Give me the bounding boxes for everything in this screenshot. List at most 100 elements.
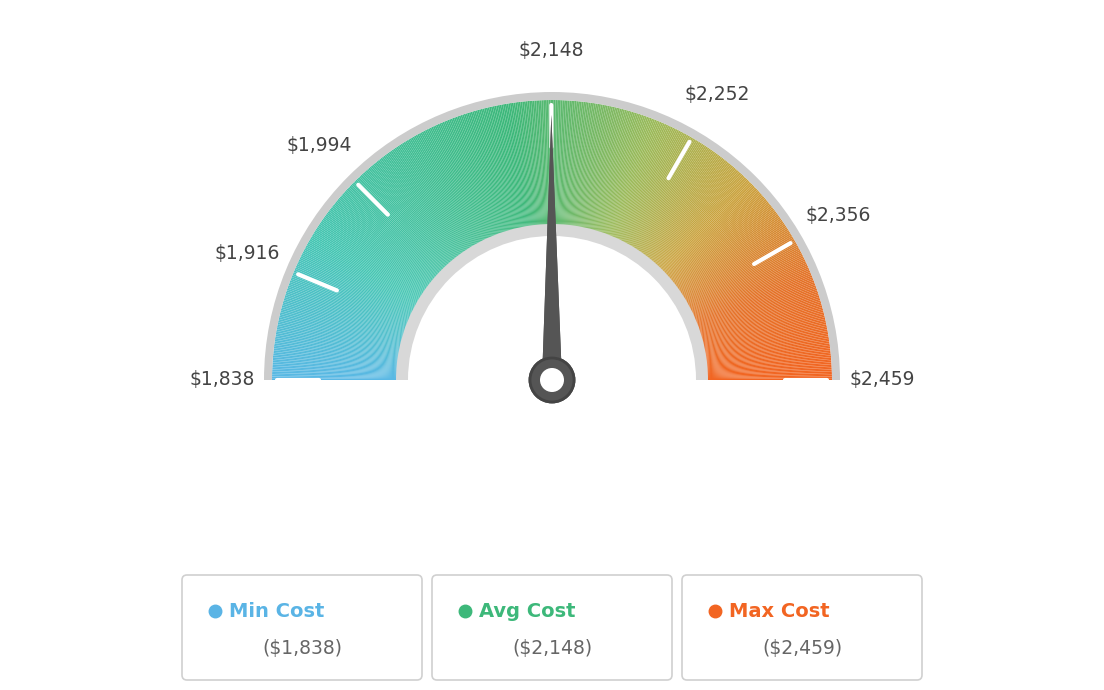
Wedge shape <box>620 131 682 247</box>
Wedge shape <box>552 100 554 230</box>
Wedge shape <box>425 130 485 246</box>
Wedge shape <box>645 160 726 263</box>
Wedge shape <box>282 307 407 342</box>
Wedge shape <box>681 237 794 304</box>
Text: $2,148: $2,148 <box>519 41 584 59</box>
Wedge shape <box>651 170 739 268</box>
Wedge shape <box>342 193 440 281</box>
Wedge shape <box>657 179 749 273</box>
Wedge shape <box>365 170 453 268</box>
Text: Min Cost: Min Cost <box>229 602 325 621</box>
Wedge shape <box>280 312 406 344</box>
Wedge shape <box>702 362 831 371</box>
Wedge shape <box>323 217 431 293</box>
FancyBboxPatch shape <box>432 575 672 680</box>
Polygon shape <box>542 115 562 380</box>
Text: ($2,148): ($2,148) <box>512 639 592 658</box>
Wedge shape <box>611 122 664 242</box>
Wedge shape <box>607 119 657 241</box>
Wedge shape <box>312 233 424 302</box>
Wedge shape <box>397 146 470 255</box>
Wedge shape <box>464 114 506 237</box>
Wedge shape <box>457 116 502 239</box>
Wedge shape <box>358 177 448 272</box>
Wedge shape <box>519 102 535 231</box>
Wedge shape <box>602 116 647 239</box>
Wedge shape <box>562 101 573 230</box>
Wedge shape <box>644 158 723 262</box>
Circle shape <box>540 368 564 392</box>
Wedge shape <box>603 117 648 239</box>
Wedge shape <box>338 199 437 284</box>
Wedge shape <box>289 282 412 328</box>
Wedge shape <box>699 319 826 348</box>
Wedge shape <box>693 288 817 332</box>
Wedge shape <box>648 166 733 266</box>
Wedge shape <box>526 101 539 230</box>
Wedge shape <box>683 244 797 308</box>
Wedge shape <box>432 127 488 245</box>
Wedge shape <box>286 290 410 333</box>
Wedge shape <box>686 255 803 313</box>
Wedge shape <box>676 221 784 296</box>
Wedge shape <box>693 287 817 331</box>
Wedge shape <box>627 137 693 250</box>
Wedge shape <box>605 119 654 240</box>
Wedge shape <box>560 100 567 230</box>
Wedge shape <box>618 129 678 246</box>
Wedge shape <box>436 124 490 244</box>
Wedge shape <box>505 104 528 232</box>
Wedge shape <box>673 217 781 293</box>
Wedge shape <box>276 329 404 354</box>
Wedge shape <box>619 130 679 246</box>
Wedge shape <box>690 272 811 323</box>
Wedge shape <box>613 124 667 243</box>
Wedge shape <box>417 134 480 248</box>
Wedge shape <box>470 112 509 237</box>
Wedge shape <box>322 218 429 294</box>
Wedge shape <box>274 345 403 362</box>
Wedge shape <box>517 102 534 231</box>
Polygon shape <box>542 115 562 380</box>
Wedge shape <box>507 104 529 232</box>
Wedge shape <box>293 272 414 323</box>
Wedge shape <box>555 100 559 230</box>
Wedge shape <box>662 190 758 279</box>
Wedge shape <box>694 293 819 335</box>
Wedge shape <box>634 144 705 255</box>
Wedge shape <box>637 150 712 257</box>
Wedge shape <box>396 146 469 255</box>
Wedge shape <box>700 331 828 355</box>
Wedge shape <box>660 187 756 277</box>
Wedge shape <box>561 101 570 230</box>
Wedge shape <box>654 173 742 270</box>
Wedge shape <box>301 255 418 313</box>
Wedge shape <box>669 206 772 287</box>
Wedge shape <box>396 224 708 380</box>
Text: $2,252: $2,252 <box>684 85 750 104</box>
Wedge shape <box>275 342 403 360</box>
Wedge shape <box>364 171 453 268</box>
Wedge shape <box>671 211 776 290</box>
Wedge shape <box>405 141 474 253</box>
Wedge shape <box>569 102 585 231</box>
Wedge shape <box>658 182 751 275</box>
Wedge shape <box>272 371 402 376</box>
Wedge shape <box>640 153 718 259</box>
Wedge shape <box>520 101 537 231</box>
Wedge shape <box>454 117 500 239</box>
Wedge shape <box>675 218 782 294</box>
Wedge shape <box>382 157 461 261</box>
Wedge shape <box>349 186 444 277</box>
Wedge shape <box>617 128 675 245</box>
Wedge shape <box>467 112 508 237</box>
Wedge shape <box>327 213 432 291</box>
Wedge shape <box>273 364 402 373</box>
Wedge shape <box>581 106 608 233</box>
Wedge shape <box>534 101 543 230</box>
Wedge shape <box>285 295 410 335</box>
Wedge shape <box>370 166 455 266</box>
Text: $2,356: $2,356 <box>806 206 871 225</box>
Wedge shape <box>562 101 572 230</box>
Wedge shape <box>360 175 450 270</box>
